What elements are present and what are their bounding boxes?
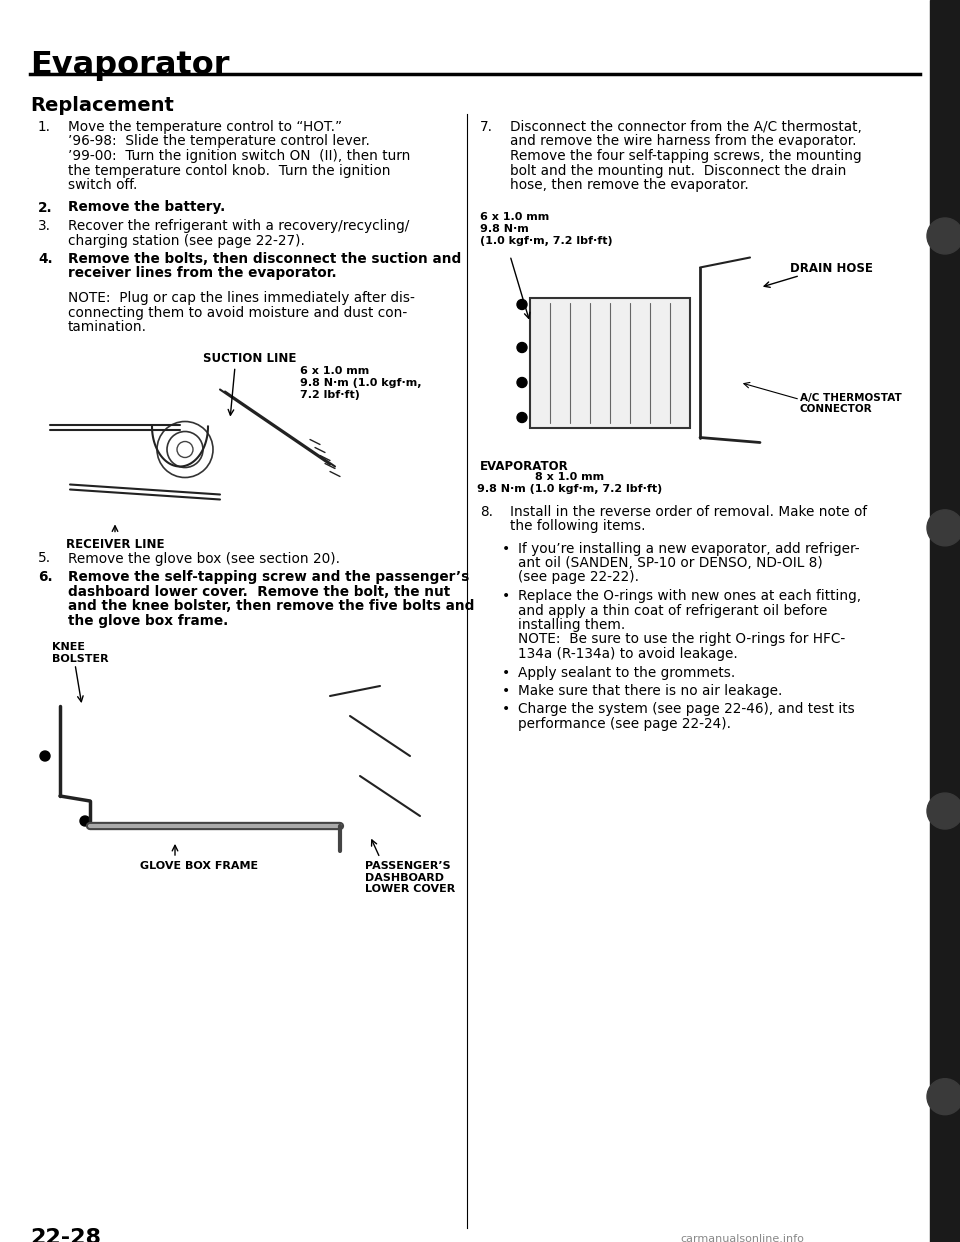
Text: DRAIN HOSE: DRAIN HOSE (790, 262, 873, 276)
Text: KNEE
BOLSTER: KNEE BOLSTER (52, 642, 108, 663)
Bar (530, 298, 690, 427)
Text: •: • (502, 589, 511, 604)
Text: switch off.: switch off. (68, 178, 137, 193)
Text: •: • (502, 703, 511, 717)
Text: Recover the refrigerant with a recovery/recycling/: Recover the refrigerant with a recovery/… (68, 219, 409, 233)
Text: Disconnect the connector from the A/C thermostat,: Disconnect the connector from the A/C th… (510, 120, 862, 134)
Text: dashboard lower cover.  Remove the bolt, the nut: dashboard lower cover. Remove the bolt, … (68, 585, 450, 599)
Text: connecting them to avoid moisture and dust con-: connecting them to avoid moisture and du… (68, 306, 407, 319)
Text: the glove box frame.: the glove box frame. (68, 614, 228, 627)
Text: 8.: 8. (480, 504, 493, 518)
Circle shape (517, 378, 527, 388)
Text: hose, then remove the evaporator.: hose, then remove the evaporator. (510, 178, 749, 193)
Text: 6 x 1.0 mm
9.8 N·m
(1.0 kgf·m, 7.2 lbf·ft): 6 x 1.0 mm 9.8 N·m (1.0 kgf·m, 7.2 lbf·f… (480, 212, 612, 246)
Text: EVAPORATOR: EVAPORATOR (480, 460, 568, 472)
Circle shape (40, 751, 50, 761)
Text: •: • (502, 666, 511, 679)
Text: •: • (502, 542, 511, 555)
Text: Remove the bolts, then disconnect the suction and: Remove the bolts, then disconnect the su… (68, 252, 461, 266)
Bar (30, 636, 462, 866)
Text: Evaporator: Evaporator (30, 50, 229, 81)
Text: PASSENGER’S
DASHBOARD
LOWER COVER: PASSENGER’S DASHBOARD LOWER COVER (365, 861, 455, 894)
Text: ’99-00:  Turn the ignition switch ON  (II), then turn: ’99-00: Turn the ignition switch ON (II)… (68, 149, 410, 163)
Text: tamination.: tamination. (68, 320, 147, 334)
Text: •: • (502, 684, 511, 698)
Bar (477, 207, 922, 467)
Text: Replacement: Replacement (30, 96, 174, 116)
Text: Replace the O-rings with new ones at each fitting,: Replace the O-rings with new ones at eac… (518, 589, 861, 604)
Text: charging station (see page 22-27).: charging station (see page 22-27). (68, 233, 305, 247)
Text: (see page 22-22).: (see page 22-22). (518, 570, 639, 585)
Text: 22-28: 22-28 (30, 1228, 101, 1242)
Text: performance (see page 22-24).: performance (see page 22-24). (518, 717, 731, 732)
Text: SUCTION LINE: SUCTION LINE (204, 353, 297, 365)
Text: installing them.: installing them. (518, 619, 625, 632)
Text: 6 x 1.0 mm
9.8 N·m (1.0 kgf·m,
7.2 lbf·ft): 6 x 1.0 mm 9.8 N·m (1.0 kgf·m, 7.2 lbf·f… (300, 366, 421, 400)
Text: ’96-98:  Slide the temperature control lever.: ’96-98: Slide the temperature control le… (68, 134, 370, 149)
Circle shape (927, 219, 960, 253)
Text: 5.: 5. (38, 551, 51, 565)
Text: Move the temperature control to “HOT.”: Move the temperature control to “HOT.” (68, 120, 342, 134)
Circle shape (80, 816, 90, 826)
Text: GLOVE BOX FRAME: GLOVE BOX FRAME (140, 861, 258, 871)
Text: NOTE:  Be sure to use the right O-rings for HFC-: NOTE: Be sure to use the right O-rings f… (518, 632, 845, 647)
Text: and apply a thin coat of refrigerant oil before: and apply a thin coat of refrigerant oil… (518, 604, 828, 617)
Bar (930, 0, 960, 1242)
Text: bolt and the mounting nut.  Disconnect the drain: bolt and the mounting nut. Disconnect th… (510, 164, 847, 178)
Text: the temperature contol knob.  Turn the ignition: the temperature contol knob. Turn the ig… (68, 164, 391, 178)
Text: Remove the battery.: Remove the battery. (68, 200, 226, 215)
Text: the following items.: the following items. (510, 519, 645, 533)
Text: 4.: 4. (38, 252, 53, 266)
Text: and the knee bolster, then remove the five bolts and: and the knee bolster, then remove the fi… (68, 599, 474, 614)
Text: Remove the four self-tapping screws, the mounting: Remove the four self-tapping screws, the… (510, 149, 862, 163)
Circle shape (927, 510, 960, 545)
Text: If you’re installing a new evaporator, add refriger-: If you’re installing a new evaporator, a… (518, 542, 859, 555)
Text: 8 x 1.0 mm
9.8 N·m (1.0 kgf·m, 7.2 lbf·ft): 8 x 1.0 mm 9.8 N·m (1.0 kgf·m, 7.2 lbf·f… (477, 472, 662, 494)
Text: 1.: 1. (38, 120, 51, 134)
Text: Install in the reverse order of removal. Make note of: Install in the reverse order of removal.… (510, 504, 867, 518)
Text: RECEIVER LINE: RECEIVER LINE (65, 538, 164, 550)
Text: NOTE:  Plug or cap the lines immediately after dis-: NOTE: Plug or cap the lines immediately … (68, 291, 415, 306)
Text: Remove the self-tapping screw and the passenger’s: Remove the self-tapping screw and the pa… (68, 570, 469, 584)
Text: Apply sealant to the grommets.: Apply sealant to the grommets. (518, 666, 735, 679)
Circle shape (927, 794, 960, 828)
Text: 7.: 7. (480, 120, 493, 134)
Circle shape (517, 299, 527, 309)
Text: 6.: 6. (38, 570, 53, 584)
Text: 3.: 3. (38, 219, 51, 233)
Text: A/C THERMOSTAT
CONNECTOR: A/C THERMOSTAT CONNECTOR (800, 392, 901, 414)
Text: Charge the system (see page 22-46), and test its: Charge the system (see page 22-46), and … (518, 703, 854, 717)
Text: receiver lines from the evaporator.: receiver lines from the evaporator. (68, 267, 337, 281)
Circle shape (927, 1079, 960, 1114)
Bar (30, 344, 462, 539)
Text: Make sure that there is no air leakage.: Make sure that there is no air leakage. (518, 684, 782, 698)
Text: and remove the wire harness from the evaporator.: and remove the wire harness from the eva… (510, 134, 856, 149)
Text: Remove the glove box (see section 20).: Remove the glove box (see section 20). (68, 551, 340, 565)
Text: carmanualsonline.info: carmanualsonline.info (680, 1235, 804, 1242)
Circle shape (517, 412, 527, 422)
Text: ant oil (SANDEN, SP-10 or DENSO, ND-OIL 8): ant oil (SANDEN, SP-10 or DENSO, ND-OIL … (518, 556, 823, 570)
Text: 134a (R-134a) to avoid leakage.: 134a (R-134a) to avoid leakage. (518, 647, 737, 661)
Text: 2.: 2. (38, 200, 53, 215)
Circle shape (517, 343, 527, 353)
